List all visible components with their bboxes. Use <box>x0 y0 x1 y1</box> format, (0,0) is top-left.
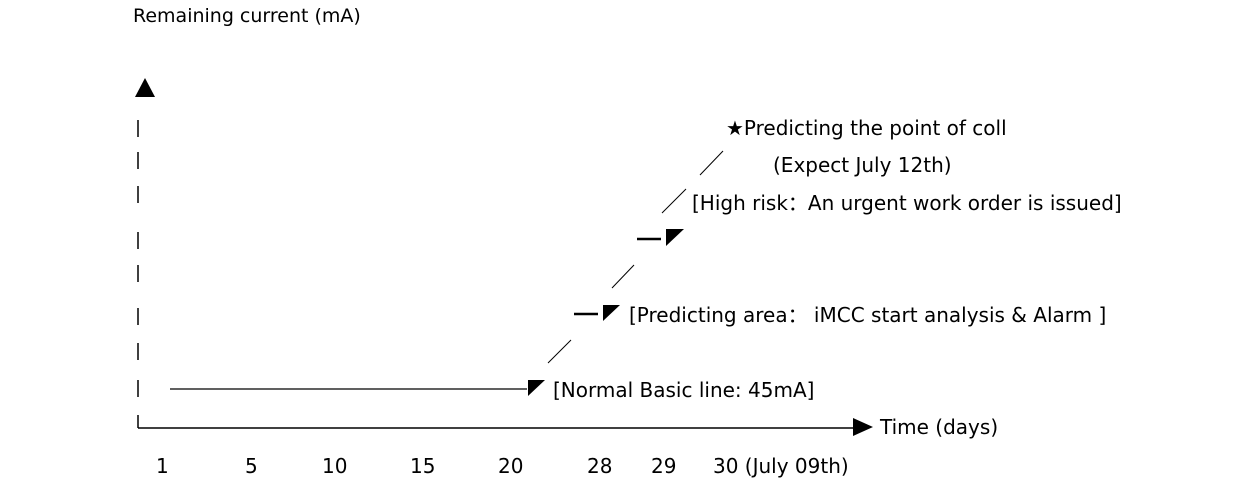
trend-segment <box>661 188 687 214</box>
predicting-marker <box>603 305 620 321</box>
trend-segment <box>699 150 724 176</box>
x-tick-label: 10 <box>322 454 348 478</box>
expected-date-annotation: (Expect July 12th) <box>773 153 952 177</box>
x-tick-label: 5 <box>245 454 258 478</box>
x-tick-label: 28 <box>587 454 613 478</box>
x-tick-label: 30 (July 09th) <box>713 454 849 478</box>
collapse-point-annotation: ★Predicting the point of coll <box>726 116 1007 140</box>
x-tick-label: 29 <box>651 454 677 478</box>
predicting-area-annotation: [Predicting area： iMCC start analysis & … <box>629 303 1107 327</box>
trend-segment <box>611 264 635 289</box>
normal-baseline-annotation: [Normal Basic line: 45mA] <box>553 378 815 402</box>
x-tick-label: 1 <box>156 454 169 478</box>
high-risk-marker <box>666 229 684 246</box>
high-risk-annotation: [High risk：An urgent work order is issue… <box>692 191 1122 215</box>
x-axis-arrowhead <box>853 418 873 436</box>
trend-segment <box>547 339 572 364</box>
y-axis-label: Remaining current (mA) <box>133 5 361 27</box>
x-tick-label: 15 <box>410 454 436 478</box>
y-axis-arrowhead <box>135 78 155 97</box>
x-axis-label: Time (days) <box>880 415 999 439</box>
x-tick-label: 20 <box>498 454 524 478</box>
normal-marker <box>528 380 545 396</box>
